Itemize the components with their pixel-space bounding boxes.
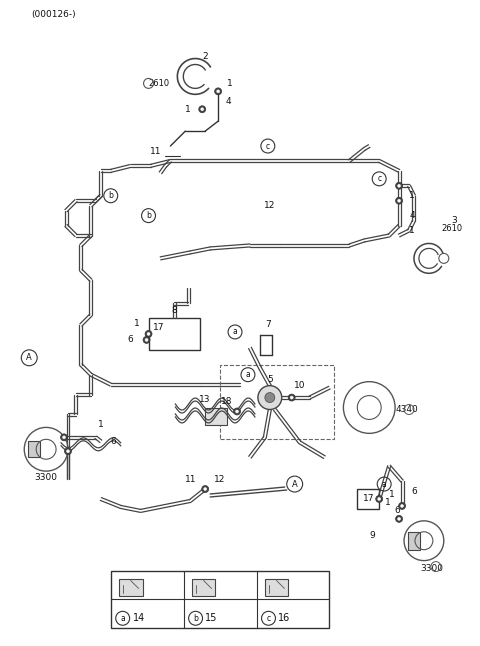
- Circle shape: [396, 516, 403, 523]
- Text: b: b: [108, 191, 113, 200]
- Circle shape: [376, 495, 383, 503]
- Text: 4: 4: [225, 97, 231, 106]
- Bar: [119, 579, 143, 596]
- Circle shape: [215, 88, 222, 95]
- Text: A: A: [26, 353, 32, 362]
- Circle shape: [147, 333, 150, 335]
- Circle shape: [216, 90, 220, 93]
- Text: 3300: 3300: [420, 564, 444, 573]
- Text: a: a: [120, 614, 125, 623]
- Text: 5: 5: [267, 375, 273, 384]
- Bar: [264, 579, 288, 596]
- Text: 6: 6: [411, 486, 417, 495]
- Text: a: a: [382, 479, 386, 488]
- Text: 4: 4: [409, 211, 415, 220]
- Text: 2610: 2610: [148, 79, 169, 88]
- Text: 1: 1: [409, 226, 415, 235]
- Text: 6: 6: [128, 335, 133, 344]
- Text: 17: 17: [362, 494, 374, 503]
- Bar: [220, 365, 335, 439]
- Bar: [192, 579, 216, 596]
- Text: b: b: [193, 614, 198, 623]
- Circle shape: [397, 199, 401, 202]
- Text: (000126-): (000126-): [31, 10, 76, 19]
- Text: 18: 18: [221, 397, 233, 406]
- Bar: [408, 532, 420, 550]
- Text: 9: 9: [369, 531, 375, 540]
- Circle shape: [397, 517, 401, 520]
- Bar: [205, 408, 227, 426]
- Circle shape: [145, 331, 152, 337]
- Text: 2610: 2610: [441, 224, 462, 233]
- Circle shape: [397, 184, 401, 187]
- Text: 1: 1: [98, 420, 104, 429]
- Text: 1: 1: [389, 490, 395, 499]
- Circle shape: [201, 108, 204, 110]
- Text: 1: 1: [185, 105, 191, 114]
- Text: 3300: 3300: [35, 473, 58, 482]
- Text: A: A: [292, 479, 298, 488]
- Circle shape: [265, 393, 275, 402]
- Text: 6: 6: [394, 506, 400, 516]
- Text: a: a: [233, 328, 238, 337]
- Text: 12: 12: [215, 475, 226, 484]
- Circle shape: [396, 197, 403, 204]
- Circle shape: [143, 337, 150, 344]
- Circle shape: [396, 182, 403, 189]
- Bar: [28, 441, 40, 457]
- Circle shape: [64, 448, 72, 455]
- Text: c: c: [266, 614, 271, 623]
- Circle shape: [199, 106, 206, 112]
- Text: 1: 1: [134, 318, 140, 328]
- Text: 14: 14: [132, 613, 144, 623]
- Text: 16: 16: [278, 613, 290, 623]
- Text: 1: 1: [385, 499, 391, 508]
- Circle shape: [236, 410, 239, 413]
- Circle shape: [145, 339, 148, 341]
- Circle shape: [62, 436, 65, 439]
- Text: 4340: 4340: [396, 405, 419, 414]
- Circle shape: [398, 503, 406, 510]
- Circle shape: [204, 488, 207, 490]
- Circle shape: [67, 450, 70, 453]
- Text: 12: 12: [264, 201, 276, 210]
- Text: 11: 11: [150, 147, 161, 156]
- Text: 13: 13: [200, 395, 211, 404]
- Circle shape: [234, 408, 240, 415]
- Text: 1: 1: [409, 191, 415, 200]
- Text: 15: 15: [205, 613, 218, 623]
- Circle shape: [401, 505, 404, 507]
- Text: b: b: [146, 211, 151, 220]
- Text: c: c: [377, 174, 381, 183]
- Text: 3: 3: [451, 216, 456, 225]
- Text: 7: 7: [265, 320, 271, 329]
- Circle shape: [202, 486, 209, 492]
- Text: 6: 6: [111, 437, 117, 446]
- Text: 8: 8: [171, 306, 177, 315]
- Circle shape: [378, 497, 381, 501]
- Bar: [148, 318, 200, 350]
- Text: 1: 1: [227, 79, 233, 88]
- Circle shape: [290, 396, 293, 399]
- Text: 17: 17: [153, 324, 164, 333]
- Text: 10: 10: [294, 381, 305, 390]
- Circle shape: [258, 386, 282, 410]
- Text: c: c: [266, 141, 270, 151]
- Bar: [357, 489, 379, 509]
- Text: 11: 11: [184, 475, 196, 484]
- Bar: [111, 570, 329, 628]
- Circle shape: [60, 434, 68, 441]
- Circle shape: [288, 394, 295, 401]
- Text: a: a: [246, 370, 251, 379]
- Text: 2: 2: [203, 52, 208, 61]
